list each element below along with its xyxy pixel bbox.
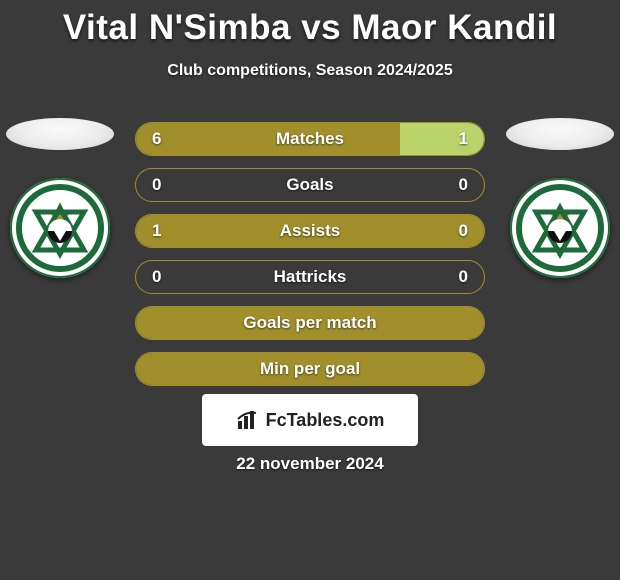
footer-brand-text: FcTables.com xyxy=(266,410,385,431)
stat-row: Goals per match xyxy=(135,306,485,340)
left-player-column xyxy=(0,118,120,278)
date-label: 22 november 2024 xyxy=(0,454,620,474)
stat-row: 10Assists xyxy=(135,214,485,248)
player-avatar-placeholder xyxy=(6,118,114,150)
stat-label: Min per goal xyxy=(136,359,484,379)
footer-attribution: FcTables.com xyxy=(202,394,418,446)
club-badge-right xyxy=(510,178,610,278)
stats-bars: 61Matches 00Goals 10Assists 00Hattricks Goal… xyxy=(135,122,485,386)
stat-label: Hattricks xyxy=(136,267,484,287)
stat-row: Min per goal xyxy=(135,352,485,386)
club-badge-left xyxy=(10,178,110,278)
fctables-logo-icon xyxy=(236,409,262,431)
stat-label: Goals per match xyxy=(136,313,484,333)
stat-row: 00Goals xyxy=(135,168,485,202)
maccabi-haifa-badge-icon xyxy=(10,178,110,278)
stat-row: 61Matches xyxy=(135,122,485,156)
stat-label: Assists xyxy=(136,221,484,241)
maccabi-haifa-badge-icon xyxy=(510,178,610,278)
stat-row: 00Hattricks xyxy=(135,260,485,294)
player-avatar-placeholder xyxy=(506,118,614,150)
stat-label: Matches xyxy=(136,129,484,149)
right-player-column xyxy=(500,118,620,278)
stat-label: Goals xyxy=(136,175,484,195)
page-title: Vital N'Simba vs Maor Kandil xyxy=(0,0,620,48)
subtitle: Club competitions, Season 2024/2025 xyxy=(0,62,620,80)
